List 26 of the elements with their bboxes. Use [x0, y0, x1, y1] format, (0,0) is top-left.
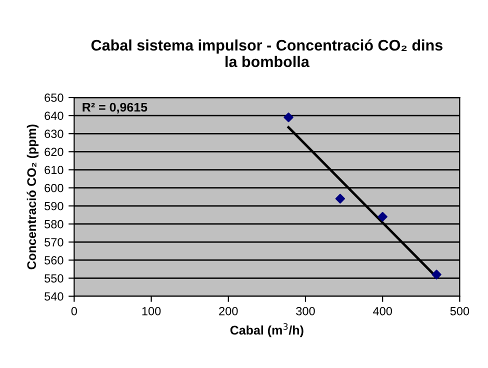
chart-title: Cabal sistema impulsor - Concentració CO₂ dins la bombolla — [91, 39, 442, 68]
x-tick-label: 300 — [296, 306, 315, 316]
x-tick-label: 400 — [373, 306, 392, 316]
y-tick-label: 610 — [44, 166, 64, 174]
x-tick-label: 100 — [142, 306, 161, 316]
point — [284, 112, 294, 122]
y-tick-label: 570 — [44, 238, 64, 246]
y-tick-label: 600 — [44, 184, 64, 192]
y-tick-label: 650 — [44, 94, 64, 102]
y-axis-title: Concentració CO₂ (ppm) — [26, 124, 39, 270]
y-tick-label: 540 — [44, 292, 64, 301]
point — [335, 194, 346, 204]
x-tick-label: 0 — [71, 306, 77, 316]
y-tick-label: 550 — [44, 274, 64, 283]
annotation: R² = 0,9615 — [82, 102, 148, 114]
x-axis-title: Cabal (m$^{3}$/h) — [230, 323, 304, 338]
y-tick-label: 590 — [44, 202, 64, 210]
y-tick-label: 630 — [44, 130, 64, 138]
x-tick-label: 500 — [450, 306, 470, 316]
point — [378, 212, 388, 222]
y-tick-label: 580 — [44, 220, 64, 228]
x-tick-label: 200 — [219, 306, 238, 316]
y-tick-label: 560 — [44, 256, 64, 265]
y-tick-label: 620 — [44, 148, 64, 156]
point — [432, 270, 442, 280]
y-tick-label: 640 — [44, 112, 64, 120]
